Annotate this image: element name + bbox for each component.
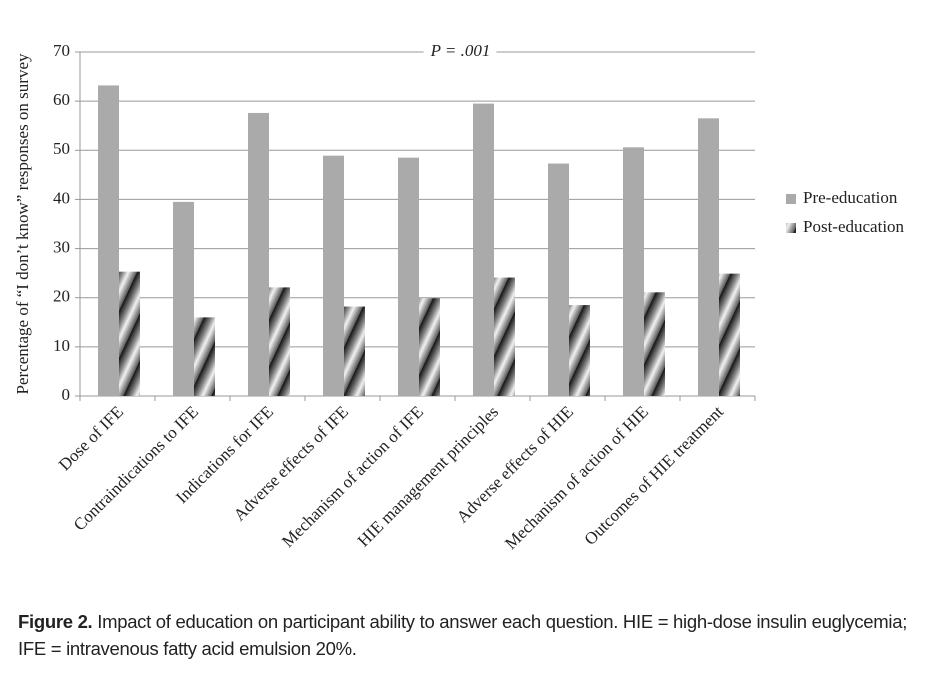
- y-tick-label: 30: [53, 237, 70, 256]
- caption: Figure 2. Impact of education on partici…: [18, 608, 923, 662]
- caption-label: Figure 2.: [18, 611, 93, 632]
- legend-swatch: [786, 194, 796, 204]
- bar: [494, 277, 515, 396]
- x-tick-label: HIE management principles: [354, 402, 502, 550]
- x-tick-label: Dose of IFE: [55, 402, 127, 474]
- x-tick-label: Mechanism of action of IFE: [278, 402, 427, 551]
- bar: [419, 298, 440, 396]
- bar: [119, 271, 140, 396]
- bar: [248, 112, 269, 397]
- bar: [323, 155, 344, 396]
- bar: [398, 157, 419, 396]
- legend-label: Post-education: [803, 217, 905, 236]
- y-tick-label: 60: [53, 90, 70, 109]
- legend-swatch: [786, 223, 796, 233]
- legend-label: Pre-education: [803, 188, 898, 207]
- bar: [569, 305, 590, 396]
- y-tick-label: 20: [53, 287, 70, 306]
- y-tick-label: 50: [53, 139, 70, 158]
- y-tick-label: 40: [53, 188, 70, 207]
- bar: [194, 317, 215, 396]
- bar: [623, 147, 644, 396]
- bar: [173, 201, 194, 396]
- annotation: P = .001: [430, 41, 491, 60]
- y-tick-label: 0: [62, 385, 71, 404]
- x-tick-label: Outcomes of HIE treatment: [580, 402, 727, 549]
- annotation-bg: [423, 40, 497, 60]
- y-axis-label: Percentage of “I don’t know” responses o…: [13, 53, 32, 395]
- chart: Percentage of “I don’t know” responses o…: [13, 40, 905, 553]
- bar: [344, 306, 365, 396]
- bar: [698, 118, 719, 396]
- x-tick-label: Contraindications to IFE: [70, 402, 202, 534]
- y-tick-label: 70: [53, 41, 70, 60]
- bar: [269, 287, 290, 396]
- bar: [473, 103, 494, 396]
- y-tick-label: 10: [53, 336, 70, 355]
- bar: [719, 273, 740, 396]
- x-tick-label: Mechanism of action of HIE: [501, 402, 652, 553]
- caption-text: Impact of education on participant abili…: [18, 611, 908, 659]
- bar: [548, 163, 569, 396]
- bar: [98, 85, 119, 396]
- bar: [644, 292, 665, 396]
